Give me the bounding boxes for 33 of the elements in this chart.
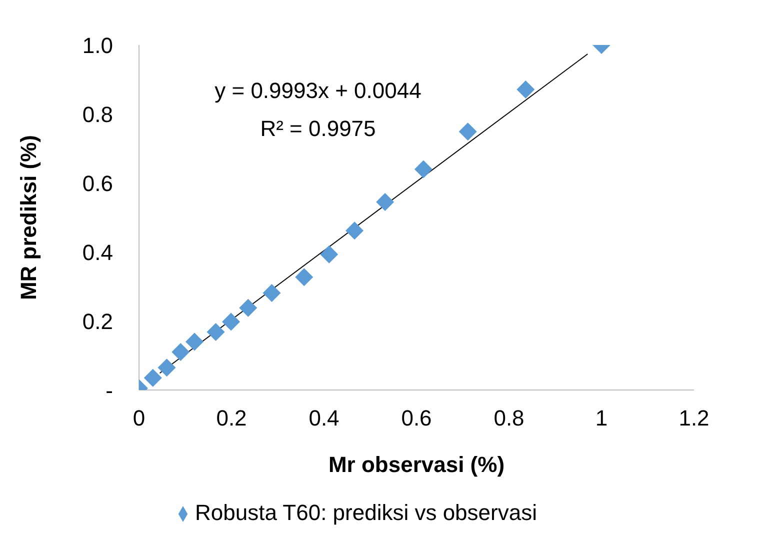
y-tick-label: -: [106, 378, 113, 403]
x-tick-label: 1: [595, 406, 608, 431]
point: [414, 160, 432, 178]
x-tick-label: 0.4: [308, 406, 340, 431]
x-tick-label: 0.2: [216, 406, 247, 431]
point: [222, 312, 240, 331]
x-tick-label: 1.2: [678, 406, 710, 431]
x-axis-title: Mr observasi (%): [328, 452, 505, 477]
point: [172, 343, 190, 362]
point: [516, 80, 535, 99]
point: [295, 268, 314, 286]
point: [262, 284, 281, 302]
point: [346, 222, 364, 240]
y-tick-label: 0.8: [82, 102, 113, 127]
y-tick-label: 1.0: [82, 32, 113, 58]
annotation: R² = 0.9975: [259, 116, 377, 142]
point: [144, 368, 162, 387]
point: [158, 358, 176, 377]
y-tick-label: 0.4: [82, 240, 113, 265]
annotation: y = 0.9993x + 0.0044: [214, 78, 422, 104]
point: [458, 122, 477, 141]
point: [186, 332, 204, 351]
point: [320, 245, 338, 264]
point: [376, 192, 394, 211]
x-tick-label: 0.6: [401, 406, 432, 431]
point: [206, 323, 225, 342]
y-axis-title: MR prediksi (%): [16, 134, 41, 300]
x-tick-label: 0.8: [494, 406, 524, 431]
x-tick-label: 0: [132, 406, 146, 431]
legend-label: Robusta T60: prediksi vs observasi: [195, 500, 537, 525]
y-tick-label: 0.6: [82, 170, 113, 196]
point: [239, 298, 258, 317]
y-tick-label: 0.2: [82, 308, 113, 334]
